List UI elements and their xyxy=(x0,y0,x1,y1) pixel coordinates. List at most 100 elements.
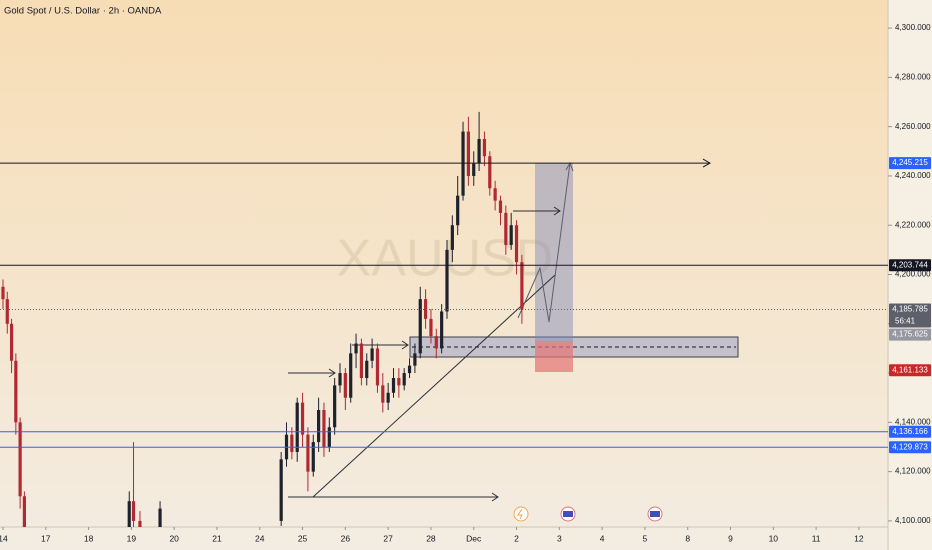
candle-body xyxy=(391,378,396,393)
candle-body xyxy=(504,212,508,245)
candle-body xyxy=(5,299,9,324)
candle-body xyxy=(279,459,283,521)
candle-body xyxy=(138,520,142,527)
candle-body xyxy=(354,343,358,354)
x-tick-label: 20 xyxy=(169,533,179,543)
candle-body xyxy=(520,262,524,310)
candle-body xyxy=(461,131,465,196)
candle-body xyxy=(477,138,481,164)
x-tick-label: 28 xyxy=(426,533,436,543)
candle-body xyxy=(509,225,513,245)
x-tick-label: 26 xyxy=(341,533,351,543)
price-label: 4,161.133 xyxy=(892,365,928,374)
y-tick-label: 4,140.000 xyxy=(895,417,931,426)
x-tick-label: 14 xyxy=(0,533,8,543)
x-tick-label: 3 xyxy=(557,533,562,543)
candle-body xyxy=(386,392,390,403)
candle-body xyxy=(127,501,131,527)
candle-body xyxy=(18,422,22,497)
x-tick-label: 27 xyxy=(383,533,393,543)
candle-body xyxy=(434,336,438,349)
price-label: 4,129.873 xyxy=(892,442,928,451)
plot xyxy=(0,111,888,527)
candle-body xyxy=(306,434,310,472)
candle-body xyxy=(365,360,369,379)
candle-body xyxy=(423,299,428,319)
candle-body xyxy=(300,402,305,435)
candle-body xyxy=(343,373,347,398)
level-arrow xyxy=(702,158,712,168)
candle-body xyxy=(397,378,401,386)
price-label-box xyxy=(889,157,931,170)
candle-body xyxy=(131,501,136,521)
price-label-box xyxy=(889,259,931,272)
candle-body xyxy=(22,496,26,527)
y-tick-label: 4,220.000 xyxy=(895,220,931,229)
x-tick-label: 25 xyxy=(298,533,308,543)
x-tick-label: 17 xyxy=(41,533,51,543)
candle-body xyxy=(349,353,353,398)
stop-zone xyxy=(535,341,573,372)
x-tick-label: 10 xyxy=(769,533,779,543)
candle-body xyxy=(445,249,449,312)
countdown: 56:41 xyxy=(895,317,916,326)
x-tick-label: Dec xyxy=(466,533,482,543)
trend-line xyxy=(312,274,556,498)
x-tick-label: 12 xyxy=(854,533,864,543)
candle-body xyxy=(413,353,417,366)
y-tick-label: 4,260.000 xyxy=(895,122,931,131)
target-zone xyxy=(535,163,573,341)
candle-body xyxy=(14,360,18,423)
candle-body xyxy=(381,385,385,403)
y-tick-label: 4,240.000 xyxy=(895,171,931,180)
candle-body xyxy=(158,508,162,527)
x-tick-label: 5 xyxy=(643,533,648,543)
x-tick-label: 9 xyxy=(728,533,733,543)
candle-body xyxy=(370,348,374,361)
price-label: 4,136.166 xyxy=(892,427,928,436)
candle-body xyxy=(482,138,487,157)
candle-body xyxy=(456,195,460,226)
price-label-box xyxy=(889,425,931,438)
price-label-box xyxy=(889,364,931,377)
projection-path xyxy=(517,162,571,323)
price-label: 4,245.215 xyxy=(892,158,928,167)
candle-body xyxy=(407,365,412,374)
candle-body xyxy=(338,373,342,386)
arrows xyxy=(288,206,561,502)
candle-body xyxy=(375,348,380,386)
candle-body xyxy=(322,410,326,447)
chart-title: Gold Spot / U.S. Dollar · 2h · OANDA xyxy=(4,6,162,17)
candle-body xyxy=(466,131,470,176)
candle-body xyxy=(317,410,321,443)
candle-body xyxy=(418,299,422,354)
x-tick-label: 19 xyxy=(127,533,137,543)
candle-body xyxy=(327,427,331,447)
price-label-box xyxy=(889,328,931,341)
candle-body xyxy=(333,385,337,428)
x-tick-label: 4 xyxy=(600,533,605,543)
candle-body xyxy=(450,225,454,250)
price-label: 4,185.785 xyxy=(892,305,928,314)
candle-body xyxy=(493,188,497,201)
price-label-box xyxy=(889,441,931,454)
price-label: 4,175.625 xyxy=(892,330,928,339)
x-tick-label: 24 xyxy=(255,533,265,543)
candle-body xyxy=(295,402,299,452)
y-tick-label: 4,280.000 xyxy=(895,72,931,81)
x-tick-label: 11 xyxy=(812,533,821,543)
candle-body xyxy=(440,311,444,349)
y-tick-label: 4,300.000 xyxy=(895,23,931,32)
candle-body xyxy=(290,434,294,452)
candle-body xyxy=(402,373,406,386)
x-tick-label: 2 xyxy=(514,533,519,543)
candle-body xyxy=(359,343,364,379)
y-tick-label: 4,120.000 xyxy=(895,467,931,476)
y-tick-label: 4,100.000 xyxy=(895,516,931,525)
candle-body xyxy=(429,318,433,337)
x-tick-label: 8 xyxy=(685,533,690,543)
candle-body xyxy=(514,225,519,263)
x-tick-label: 18 xyxy=(84,533,94,543)
